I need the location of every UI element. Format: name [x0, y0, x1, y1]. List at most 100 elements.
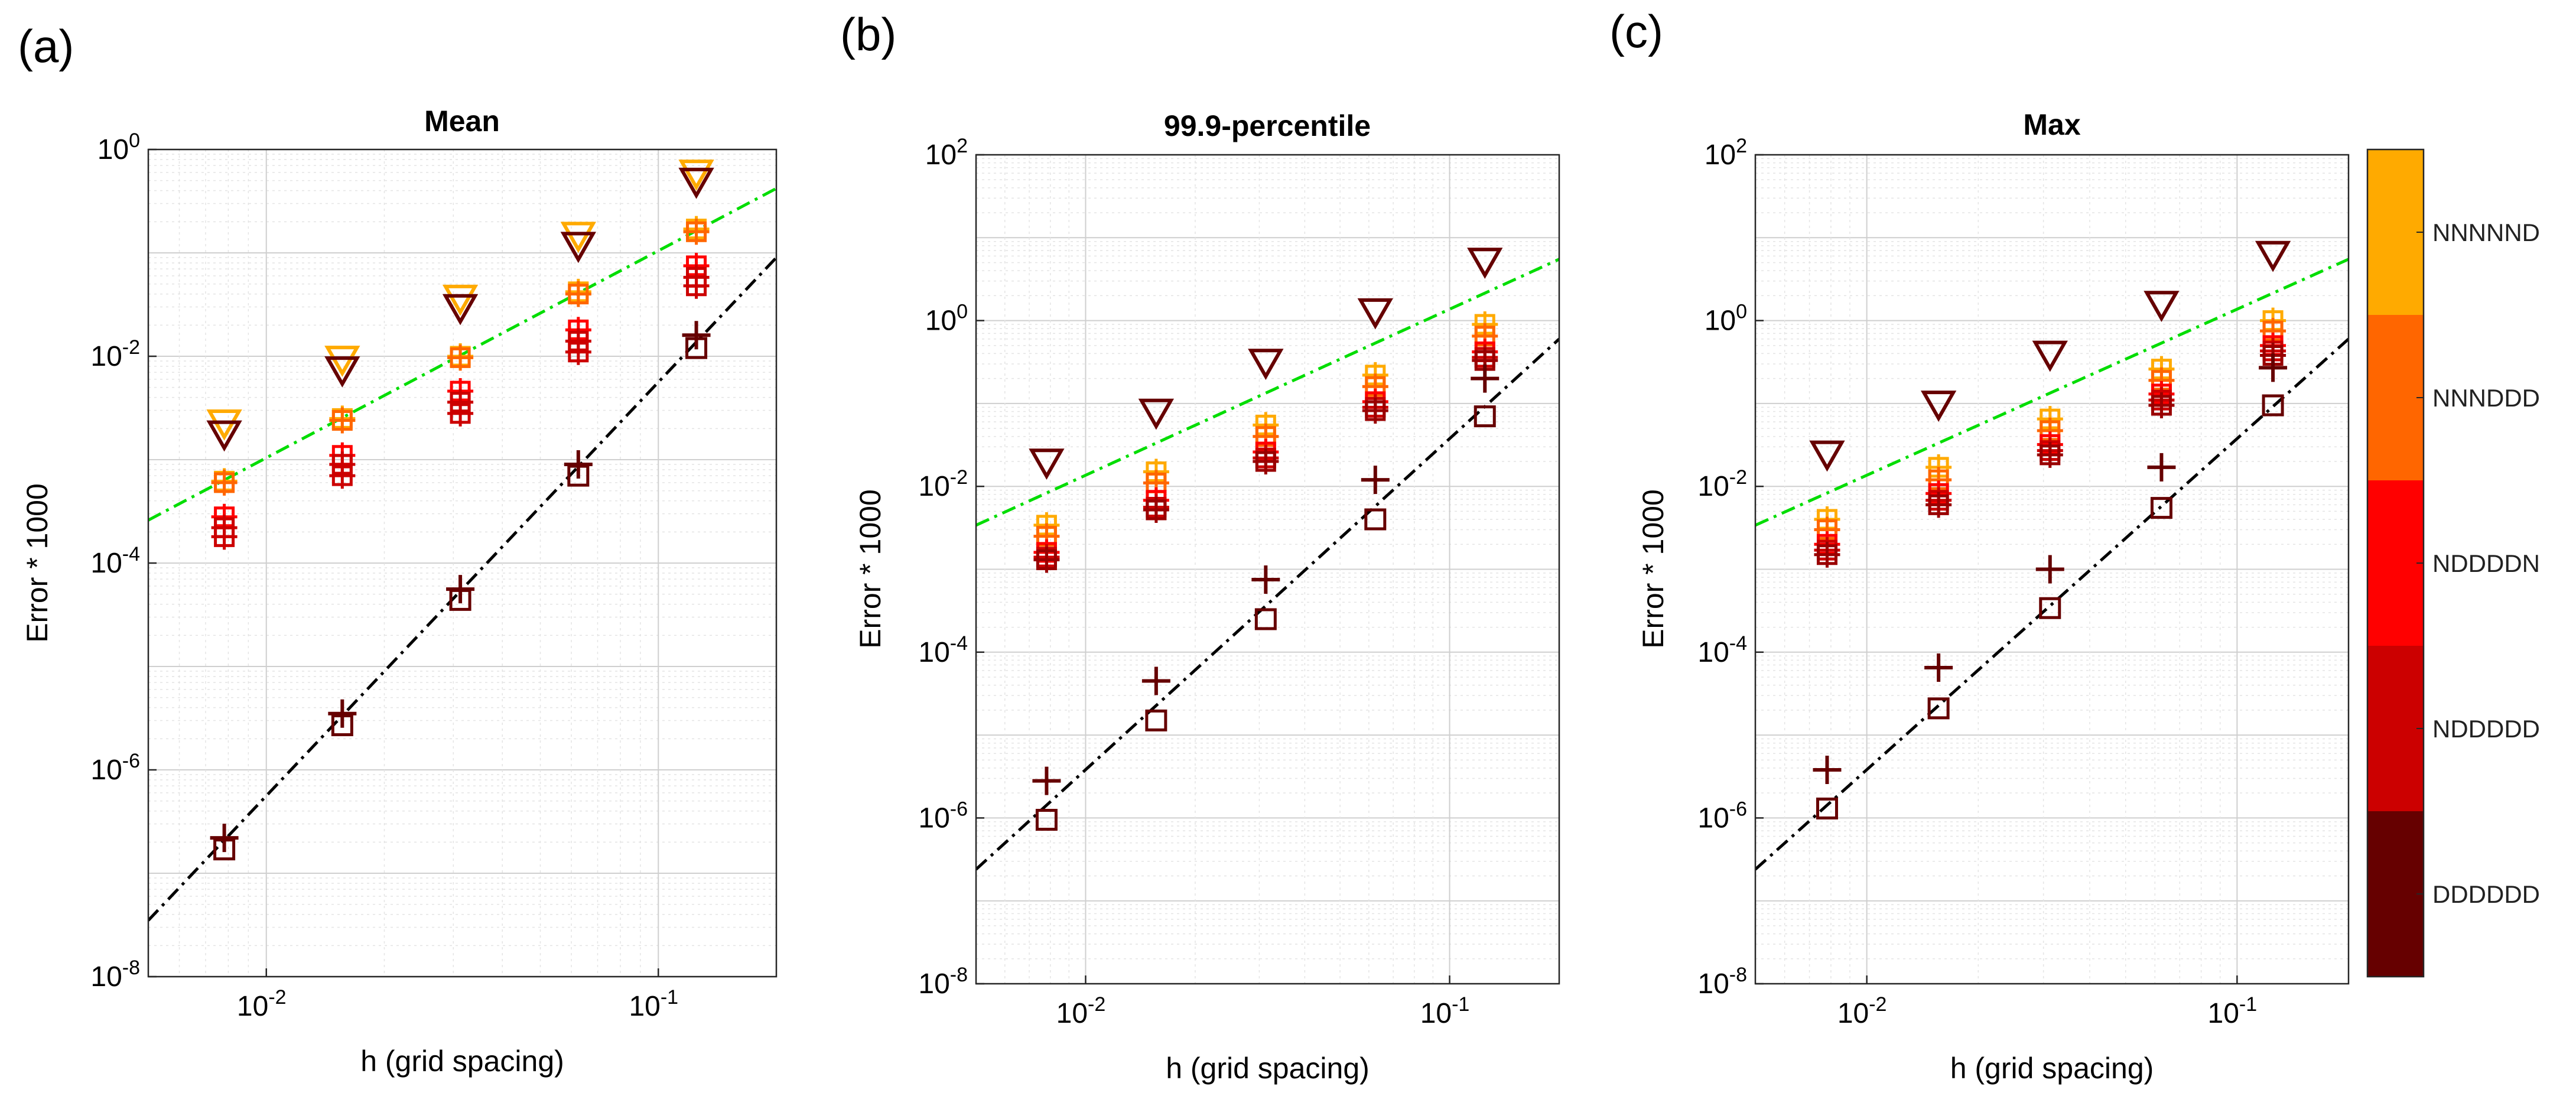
marker-plus	[1924, 653, 1953, 682]
marker-plus-square	[565, 339, 591, 365]
marker-triangle	[2144, 291, 2180, 323]
marker-plus-square	[2148, 392, 2175, 419]
marker-triangle	[1809, 440, 1845, 472]
marker-plus	[564, 450, 593, 479]
marker-square	[1816, 797, 1838, 819]
marker-triangle	[1248, 349, 1284, 380]
marker-square	[2262, 394, 2284, 417]
colorbar-segment	[2367, 149, 2424, 316]
y-tick-label: 10-2	[90, 336, 140, 372]
marker-plus-square	[683, 272, 710, 299]
marker-triangle	[324, 346, 360, 377]
marker-square	[1927, 697, 1950, 720]
x-tick-label: 10-2	[1837, 993, 1887, 1029]
marker-plus-square	[565, 281, 591, 307]
marker-triangle	[2255, 240, 2291, 272]
colorbar-label: DDDDDD	[2432, 880, 2540, 908]
marker-triangle	[560, 232, 596, 264]
marker-plus-square	[211, 523, 238, 550]
y-tick-label: 100	[97, 129, 140, 165]
colorbar-segment	[2367, 315, 2424, 481]
marker-triangle	[1029, 448, 1065, 480]
marker-square	[213, 838, 236, 861]
marker-plus	[2147, 453, 2176, 482]
marker-triangle	[2032, 340, 2068, 372]
marker-plus	[682, 321, 711, 350]
marker-plus-square	[329, 463, 356, 489]
green-ref-line	[976, 258, 1559, 527]
marker-plus	[2259, 353, 2288, 382]
y-tick-label: 102	[925, 135, 968, 171]
marker-triangle	[678, 167, 714, 199]
y-tick-label: 100	[925, 301, 968, 337]
y-axis-label: Error * 1000	[21, 483, 54, 643]
marker-triangle	[442, 294, 479, 326]
y-axis-label: Error * 1000	[854, 489, 887, 649]
panel-letter-b: (b)	[840, 8, 896, 60]
chart-title: 99.9-percentile	[1164, 109, 1371, 142]
marker-plus-square	[2037, 441, 2063, 468]
axes-frame	[975, 154, 1560, 985]
markers	[206, 160, 714, 861]
marker-triangle	[1467, 248, 1503, 279]
y-tick-label: 10-4	[90, 543, 140, 579]
y-tick-label: 10-2	[918, 466, 968, 502]
y-axis-label: Error * 1000	[1637, 489, 1670, 649]
x-tick-label: 10-1	[2208, 993, 2258, 1029]
marker-square	[1474, 405, 1496, 428]
marker-plus	[1471, 364, 1500, 393]
y-tick-label: 10-8	[1697, 964, 1747, 1000]
panel-mean: 10-8 10-6 10-4 10-2 100 10-2 10-1 Mean h (grid s…	[21, 105, 778, 1078]
y-tick-label: 10-6	[1697, 798, 1747, 834]
marker-square	[331, 714, 353, 737]
marker-plus-square	[1814, 541, 1840, 568]
panel-letter-c: (c)	[1609, 5, 1663, 57]
marker-plus	[210, 824, 239, 853]
marker-plus	[1813, 756, 1842, 785]
green-ref-line	[1755, 258, 2349, 527]
marker-plus	[328, 699, 357, 728]
marker-plus-square	[683, 219, 710, 245]
marker-plus-square	[447, 344, 474, 371]
marker-plus-square	[211, 469, 238, 496]
marker-plus-square	[447, 400, 474, 427]
colorbar-segment	[2367, 811, 2424, 977]
colorbar-label: NDDDDN	[2432, 549, 2540, 577]
marker-plus-square	[329, 407, 356, 434]
x-tick-label: 10-1	[1420, 993, 1470, 1029]
marker-plus-square	[1033, 547, 1060, 573]
x-axis-label: h (grid spacing)	[1166, 1052, 1370, 1085]
marker-triangle	[206, 409, 242, 441]
y-tick-label: 100	[1705, 301, 1747, 337]
marker-square	[1035, 809, 1058, 831]
colorbar-label: NNNNND	[2432, 219, 2540, 246]
marker-square	[685, 337, 708, 359]
marker-plus-square	[1253, 448, 1279, 474]
marker-plus	[1251, 565, 1280, 594]
y-tick-label: 10-4	[1697, 632, 1747, 668]
x-tick-label: 10-1	[629, 986, 678, 1022]
marker-plus-square	[1926, 492, 1952, 518]
marker-plus-square	[1362, 397, 1388, 424]
x-axis-label: h (grid spacing)	[1950, 1052, 2154, 1085]
black-ref-line	[1755, 337, 2349, 871]
marker-plus	[1361, 466, 1390, 495]
markers	[1809, 240, 2291, 819]
y-tick-label: 10-6	[918, 798, 968, 834]
marker-triangle	[206, 420, 242, 452]
marker-triangle	[1920, 391, 1957, 422]
marker-triangle	[1138, 398, 1175, 430]
y-tick-label: 10-4	[918, 632, 968, 668]
marker-square	[2150, 497, 2172, 519]
marker-plus	[1032, 766, 1061, 795]
marker-triangle	[678, 160, 714, 191]
marker-square	[1364, 508, 1387, 531]
marker-plus-square	[1143, 497, 1169, 523]
x-axis-label: h (grid spacing)	[360, 1045, 564, 1078]
y-tick-label: 10-8	[918, 964, 968, 1000]
y-tick-label: 10-6	[90, 750, 140, 786]
panel-letter-a: (a)	[18, 20, 74, 72]
colorbar-segment	[2367, 480, 2424, 646]
chart-title: Max	[2023, 108, 2080, 141]
panel-99-9-percentile: 10-8 10-6 10-4 10-2 100 102 10-2 10-1 99.9-perce…	[854, 109, 1560, 1085]
